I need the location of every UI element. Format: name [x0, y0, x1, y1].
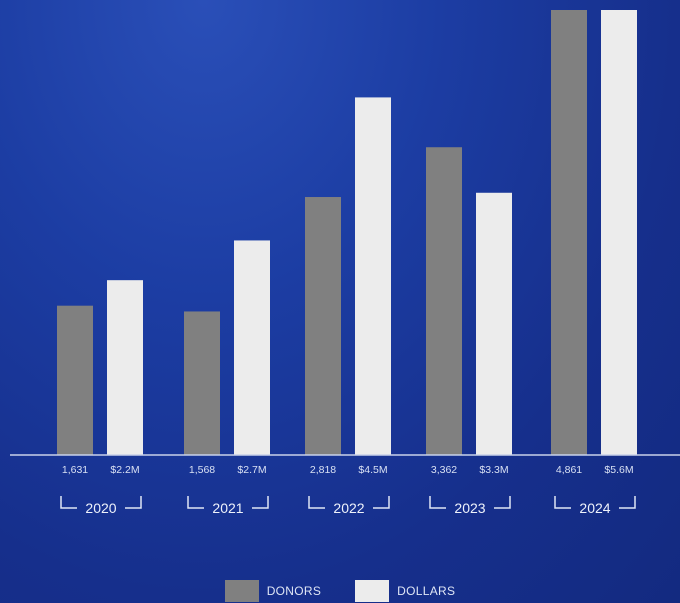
bar-donors-2023 [426, 147, 462, 455]
data-label-dollars-2022: $4.5M [358, 464, 387, 476]
category-bracket-2022 [308, 496, 390, 509]
legend-swatch-donors [224, 580, 259, 602]
bar-dollars-2021 [234, 240, 270, 455]
data-label-dollars-2021: $2.7M [237, 464, 266, 476]
bar-donors-2020 [57, 305, 93, 455]
data-label-dollars-2020: $2.2M [110, 464, 139, 476]
bar-dollars-2023 [476, 192, 512, 455]
category-label-2022: 2022 [333, 500, 364, 516]
legend-label-dollars: DOLLARS [397, 584, 456, 598]
category-bracket-2024 [554, 496, 636, 509]
data-label-donors-2021: 1,568 [189, 464, 215, 476]
data-label-dollars-2024: $5.6M [604, 464, 633, 476]
legend-item-dollars: DOLLARS [355, 580, 455, 602]
category-bracket-2020 [60, 496, 142, 509]
category-bracket-2021 [187, 496, 269, 509]
bar-donors-2021 [184, 311, 220, 455]
bar-donors-2024 [551, 10, 587, 455]
bar-dollars-2020 [107, 280, 143, 455]
category-label-2020: 2020 [85, 500, 116, 516]
category-label-2021: 2021 [212, 500, 243, 516]
category-bracket-2023 [429, 496, 511, 509]
bar-chart: 1,631 1,568 2,818 3,362 4,861 $2.2M $2.7M $4.5M… [10, 10, 680, 516]
category-label-2023: 2023 [454, 500, 485, 516]
legend-item-donors: DONORS [224, 580, 322, 602]
legend-swatch-dollars [355, 580, 390, 602]
data-label-dollars-2023: $3.3M [479, 464, 508, 476]
data-label-donors-2024: 4,861 [556, 464, 582, 476]
data-label-donors-2023: 3,362 [431, 464, 457, 476]
bar-dollars-2022 [355, 97, 391, 456]
data-label-donors-2020: 1,631 [62, 464, 88, 476]
legend: DONORS DOLLARS [0, 580, 680, 602]
legend-label-donors: DONORS [266, 584, 322, 598]
bar-dollars-2024 [601, 10, 637, 455]
bar-donors-2022 [305, 197, 341, 455]
data-label-donors-2022: 2,818 [310, 464, 336, 476]
category-label-2024: 2024 [579, 500, 610, 516]
